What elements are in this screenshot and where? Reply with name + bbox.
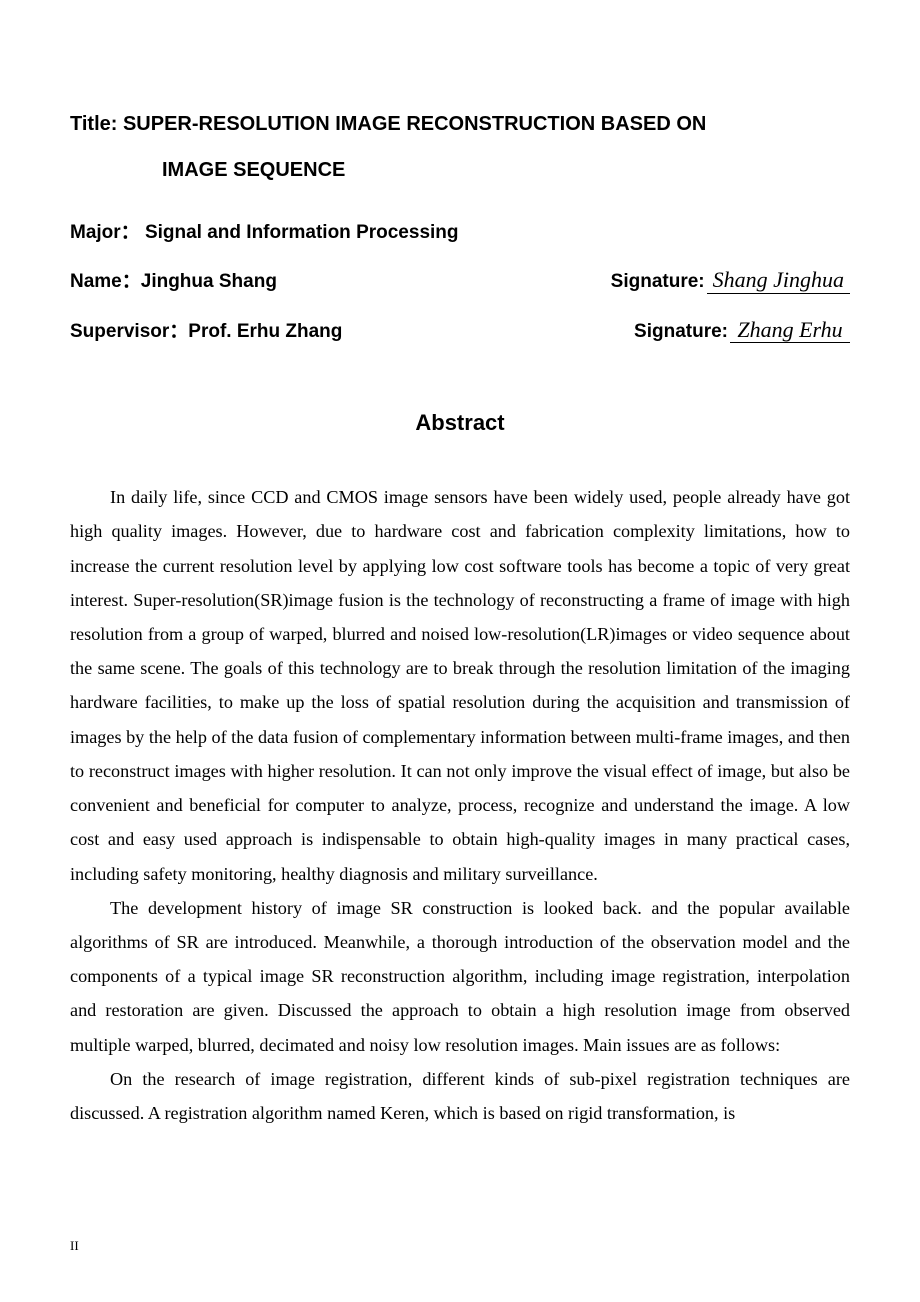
name-signature-value: Shang Jinghua [707,268,850,293]
header-section: Title: SUPER-RESOLUTION IMAGE RECONSTRUC… [70,100,850,356]
abstract-paragraph: On the research of image registration, d… [70,1062,850,1130]
major-value: Signal and Information Processing [145,222,459,243]
supervisor-label: Supervisor： [70,321,188,342]
major-row: Major： Signal and Information Processing [70,208,850,257]
abstract-body: In daily life, since CCD and CMOS image … [70,480,850,1130]
supervisor-signature-block: Signature: Zhang Erhu [634,307,850,356]
name-signature-block: Signature: Shang Jinghua [611,257,850,306]
supervisor-value: Prof. Erhu Zhang [188,321,342,342]
abstract-heading: Abstract [70,410,850,436]
title-text-line1: SUPER-RESOLUTION IMAGE RECONSTRUCTION BA… [123,113,706,135]
name-value: Jinghua Shang [141,271,277,292]
supervisor-signature-label: Signature: [634,307,728,356]
title-label: Title: [70,113,123,135]
title-text-line2: IMAGE SEQUENCE [70,148,850,192]
supervisor-signature-value: Zhang Erhu [730,318,850,343]
abstract-paragraph: The development history of image SR cons… [70,891,850,1062]
name-label: Name： [70,271,141,292]
major-label: Major： [70,222,145,243]
title-row: Title: SUPER-RESOLUTION IMAGE RECONSTRUC… [70,100,850,148]
abstract-paragraph: In daily life, since CCD and CMOS image … [70,480,850,891]
name-signature-label: Signature: [611,257,705,306]
page-number: II [70,1238,79,1254]
supervisor-row: Supervisor：Prof. Erhu Zhang Signature: Z… [70,307,850,356]
name-row: Name：Jinghua Shang Signature: Shang Jing… [70,257,850,306]
